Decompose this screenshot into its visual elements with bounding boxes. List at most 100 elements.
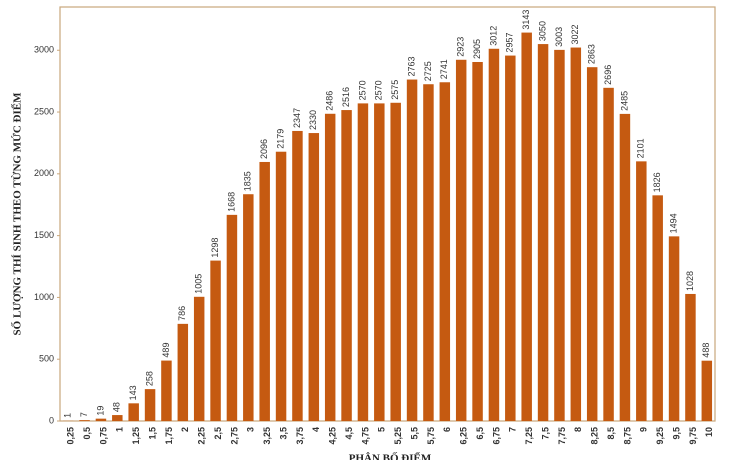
- x-tick-label: 4,5: [344, 427, 354, 440]
- value-label: 258: [144, 371, 154, 386]
- value-label: 2570: [374, 80, 384, 100]
- bar: [161, 360, 172, 421]
- bar: [275, 151, 287, 421]
- value-label: 48: [112, 402, 122, 412]
- x-tick-label: 0,75: [98, 427, 108, 445]
- value-label: 3050: [537, 21, 547, 41]
- bar: [144, 389, 156, 421]
- bar: [521, 32, 532, 422]
- value-label: 2957: [505, 33, 515, 53]
- x-tick-label: 5,75: [426, 427, 436, 445]
- value-label: 2863: [587, 44, 597, 64]
- bar: [193, 296, 205, 421]
- x-tick-label: 2: [180, 427, 190, 432]
- bar: [177, 323, 189, 421]
- value-label: 2741: [439, 59, 449, 79]
- y-axis-title: SỐ LƯỢNG THÍ SINH THEO TỪNG MỨC ĐIỂM: [11, 92, 24, 336]
- bar: [406, 79, 418, 421]
- bar: [423, 84, 434, 422]
- value-label: 2923: [456, 37, 466, 57]
- x-tick-label: 1,5: [147, 427, 157, 440]
- x-tick-label: 1,25: [131, 427, 141, 445]
- x-tick-label: 0,5: [82, 427, 92, 440]
- value-label: 7: [79, 412, 89, 417]
- bar: [701, 360, 713, 421]
- y-tick-label: 3000: [34, 45, 54, 55]
- value-label: 1826: [652, 172, 662, 192]
- x-tick-label: 4,25: [328, 427, 338, 445]
- value-label: 2696: [603, 65, 613, 85]
- x-tick-label: 7,25: [524, 427, 534, 445]
- y-tick-label: 2000: [34, 168, 54, 178]
- value-label: 2905: [472, 39, 482, 59]
- bar: [308, 133, 320, 422]
- bar: [341, 110, 352, 422]
- bar: [505, 55, 516, 422]
- value-label: 1298: [210, 238, 220, 258]
- bar: [685, 293, 696, 421]
- bar: [95, 418, 107, 421]
- x-tick-label: 2,5: [213, 427, 223, 440]
- bar: [259, 161, 270, 422]
- x-tick-label: 8,25: [590, 427, 600, 445]
- plot-frame: [59, 6, 716, 422]
- x-tick-label: 8,75: [622, 427, 632, 445]
- value-label: 2101: [636, 138, 646, 158]
- x-axis-title: PHÂN BỐ ĐIỂM: [349, 452, 432, 460]
- value-label: 2486: [325, 91, 335, 111]
- bar: [357, 103, 369, 421]
- bar: [226, 214, 238, 421]
- value-label: 1668: [226, 192, 236, 212]
- bar: [112, 415, 123, 421]
- bar: [128, 403, 139, 421]
- x-tick-label: 6,75: [491, 427, 501, 445]
- bar: [570, 47, 582, 422]
- x-tick-label: 0,25: [66, 427, 76, 445]
- x-tick-label: 7,5: [540, 427, 550, 440]
- x-tick-label: 4: [311, 427, 321, 432]
- bar: [390, 102, 401, 421]
- value-label: 2763: [406, 57, 416, 77]
- y-tick-label: 1000: [34, 292, 54, 302]
- value-label: 2330: [308, 110, 318, 130]
- x-tick-label: 9,5: [671, 427, 681, 440]
- bar: [324, 113, 336, 421]
- value-label: 1005: [194, 274, 204, 294]
- value-label: 3143: [521, 10, 531, 30]
- value-label: 2485: [619, 91, 629, 111]
- value-label: 2570: [357, 80, 367, 100]
- bar: [292, 130, 303, 422]
- bar: [374, 103, 385, 421]
- x-tick-label: 1,75: [164, 427, 174, 445]
- bar: [488, 48, 500, 421]
- bar: [455, 59, 467, 421]
- bar: [554, 49, 565, 421]
- x-tick-label: 3,75: [295, 427, 305, 445]
- x-tick-label: 3,25: [262, 427, 272, 445]
- value-label: 2347: [292, 108, 302, 128]
- bar: [79, 420, 90, 421]
- x-tick-label: 7: [508, 427, 518, 432]
- value-label: 2096: [259, 139, 269, 159]
- x-tick-label: 3,5: [278, 427, 288, 440]
- value-label: 489: [161, 343, 171, 358]
- y-tick-label: 2500: [34, 106, 54, 116]
- value-label: 2516: [341, 87, 351, 107]
- x-tick-label: 9,75: [688, 427, 698, 445]
- x-tick-label: 1: [115, 427, 125, 432]
- x-tick-label: 7,75: [557, 427, 567, 445]
- value-label: 3012: [488, 26, 498, 46]
- value-label: 1028: [685, 271, 695, 291]
- value-label: 2575: [390, 80, 400, 100]
- x-tick-label: 5,5: [409, 427, 419, 440]
- value-label: 1835: [243, 171, 253, 191]
- x-tick-label: 8: [573, 427, 583, 432]
- bar: [636, 161, 647, 421]
- value-label: 1494: [668, 213, 678, 233]
- value-label: 786: [177, 306, 187, 321]
- value-label: 1: [63, 413, 73, 418]
- y-tick-label: 0: [49, 415, 54, 425]
- bar: [439, 82, 451, 422]
- value-label: 2179: [275, 129, 285, 149]
